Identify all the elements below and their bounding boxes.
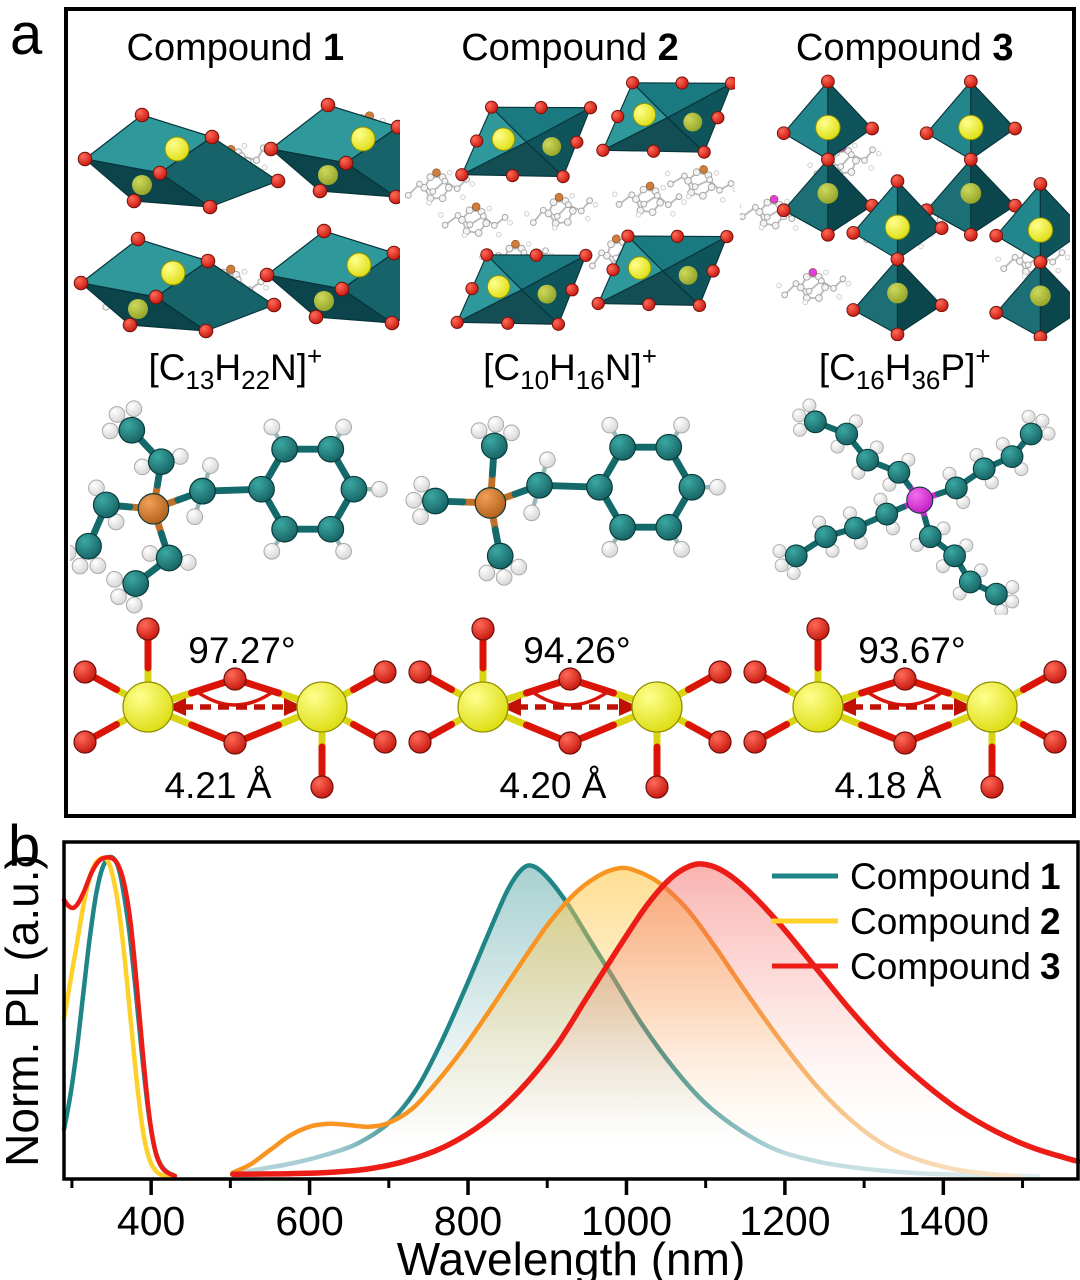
cation-model-compound-2	[405, 416, 726, 586]
metal-metal-distance-value: 4.21 Å	[165, 765, 272, 805]
x-tick-label-1000: 1000	[581, 1198, 672, 1244]
pl-spectrum-chart: 400 600 800 1000 1200 1400 Wavelength (nm) Norm…	[0, 840, 1080, 1280]
compound-3-title: Compound 3	[795, 27, 1014, 69]
crystal-packing-compound-2	[405, 76, 735, 331]
cation-model-compound-1	[70, 400, 389, 614]
x-tick-label-800: 800	[434, 1198, 502, 1244]
compound-3-column: Compound 3 [C16H36P]+ 93.67° 4.18 Å	[737, 11, 1072, 814]
x-tick-label-1200: 1200	[739, 1198, 830, 1244]
compound-2-cation-formula: [C10H16N]+	[483, 341, 657, 395]
curve-compound-3-nir	[229, 861, 1080, 1177]
panel-a-label: a	[10, 2, 43, 67]
legend-label-compound-1: Compound 1	[850, 856, 1061, 897]
bridge-angle-value: 94.26°	[523, 630, 630, 671]
compound-1-cation-formula: [C13H22N]+	[148, 341, 323, 395]
compound-2-column: Compound 2 [C10H16N]+ 94.26° 4.20 Å	[403, 11, 738, 814]
panel-a-structures: Compound 1 [C13H22N]+ 97.27° 4.21 Å Compound…	[64, 7, 1076, 818]
cation-model-compound-3	[772, 398, 1056, 615]
curve-compound-2-uv	[61, 855, 171, 1179]
legend-item-compound-1: Compound 1	[772, 856, 1061, 897]
bridge-angle-value: 93.67°	[858, 630, 965, 671]
legend-item-compound-3: Compound 3	[772, 946, 1061, 987]
compound-2-title: Compound 2	[461, 27, 679, 69]
x-tick-label-600: 600	[275, 1198, 343, 1244]
compound-1-column: Compound 1 [C13H22N]+ 97.27° 4.21 Å	[68, 11, 403, 814]
metal-metal-distance-value: 4.18 Å	[834, 765, 941, 805]
x-tick-label-400: 400	[117, 1198, 185, 1244]
compound-1-title: Compound 1	[126, 27, 345, 69]
compound-3-cation-formula: [C16H36P]+	[818, 341, 991, 395]
panel-b-label: b	[8, 814, 41, 879]
dimer-geometry-compound-1: 97.27° 4.21 Å	[73, 617, 397, 805]
legend-item-compound-2: Compound 2	[772, 901, 1061, 942]
metal-metal-distance-value: 4.20 Å	[500, 765, 607, 805]
y-axis-label: Norm. PL (a.u.)	[0, 854, 48, 1167]
legend-label-compound-3: Compound 3	[850, 946, 1061, 987]
x-axis-ticks: 400 600 800 1000 1200 1400	[70, 1179, 1025, 1244]
x-axis-label: Wavelength (nm)	[397, 1233, 746, 1280]
dimer-geometry-compound-2: 94.26° 4.20 Å	[408, 617, 732, 805]
crystal-packing-compound-3	[739, 74, 1070, 341]
curve-compound-3-uv	[61, 855, 178, 1179]
legend-label-compound-2: Compound 2	[850, 901, 1061, 942]
dimer-geometry-compound-3: 93.67° 4.18 Å	[743, 617, 1067, 805]
plot-frame	[62, 840, 1080, 1181]
bridge-angle-value: 97.27°	[189, 630, 296, 671]
curve-fill-compound-3-nir	[232, 863, 1078, 1179]
x-tick-label-1400: 1400	[898, 1198, 989, 1244]
crystal-packing-compound-1	[74, 97, 401, 339]
